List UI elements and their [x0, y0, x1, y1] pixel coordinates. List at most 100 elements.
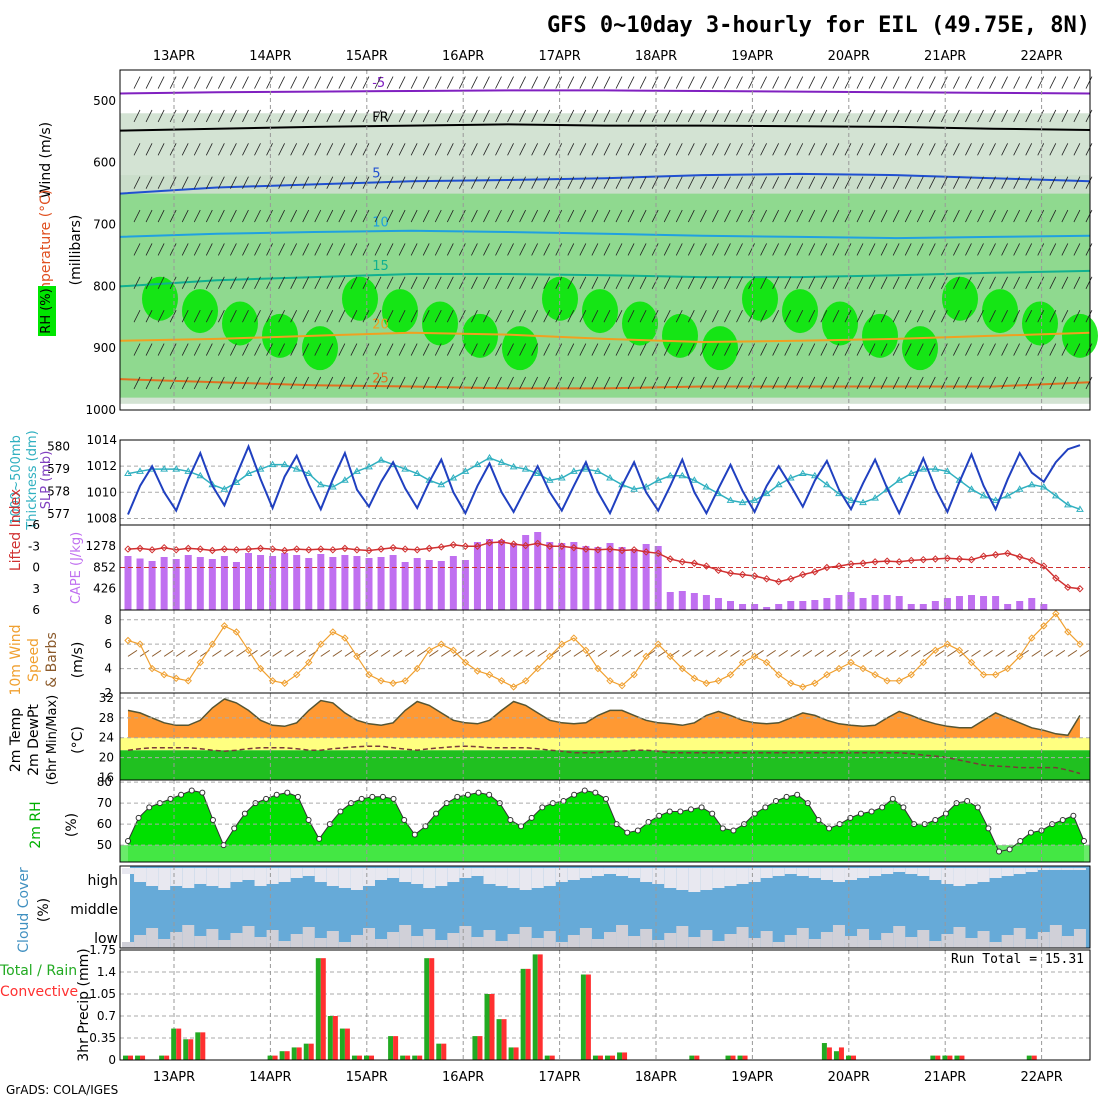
- wind10-marker: [799, 683, 807, 691]
- wind-barb: [422, 310, 430, 323]
- rh-high-patch: [502, 326, 538, 371]
- li-label: Lifted Index: [8, 489, 24, 571]
- wind-barb: [880, 176, 888, 189]
- wind-barb: [495, 109, 502, 123]
- wind-barb: [868, 209, 876, 223]
- li-marker: [835, 562, 843, 570]
- cloud-low-block: [495, 941, 508, 948]
- precip-conv-bar: [513, 1047, 519, 1060]
- wind-barb: [446, 376, 454, 390]
- wind-barb: [145, 243, 153, 256]
- wind-barb: [362, 276, 370, 290]
- cloud-high-block: [230, 868, 243, 882]
- wind-barb: [362, 376, 370, 390]
- slp-tick: 1012: [86, 459, 117, 473]
- wind10-barb: [465, 649, 475, 657]
- wind-barb: [205, 109, 213, 123]
- cloud-high-block: [857, 868, 870, 878]
- wind-barb: [748, 376, 755, 390]
- wind-barb: [410, 376, 418, 390]
- wind-barb: [916, 343, 924, 356]
- xsec-ground: [120, 403, 1090, 410]
- wind-barb: [266, 376, 273, 390]
- wind10-marker: [305, 658, 313, 667]
- wind-barb: [326, 76, 334, 89]
- xsec-ylabel: (millibars): [68, 215, 84, 286]
- li-marker: [1003, 549, 1012, 558]
- wind10-marker: [533, 664, 542, 673]
- wind-barb: [651, 243, 659, 256]
- thickness-marker: [256, 465, 265, 472]
- wind-barb: [663, 343, 671, 356]
- thickness-marker: [606, 474, 614, 481]
- wind-barb: [350, 376, 358, 390]
- wind-barb: [266, 143, 273, 156]
- wind-barb: [446, 143, 454, 156]
- rh2m-marker: [241, 810, 248, 817]
- wind-barb: [1013, 276, 1021, 290]
- cape-bar: [714, 598, 722, 610]
- thickness-marker: [786, 474, 795, 481]
- wind-barb: [712, 76, 719, 89]
- rh-high-patch: [1022, 301, 1058, 346]
- rh2m-marker: [263, 795, 270, 802]
- thickness-label-2: Thickness (dm): [25, 430, 40, 530]
- wind10-barb: [826, 649, 837, 657]
- cape-bar: [594, 547, 602, 610]
- wind-barb: [495, 243, 502, 256]
- wind10-marker: [160, 670, 168, 679]
- wind-barb: [820, 109, 828, 123]
- wind-barb: [856, 109, 864, 123]
- wind-barb: [193, 310, 201, 323]
- wind-barb: [639, 276, 647, 290]
- cape-bar: [245, 553, 252, 610]
- rh2m-marker: [783, 793, 790, 800]
- cloud-low-block: [857, 929, 870, 948]
- wind10-barb: [838, 649, 849, 657]
- wind-barb: [205, 310, 213, 323]
- rh2m-tick: 50: [97, 838, 112, 852]
- wind-barb: [965, 243, 972, 256]
- li-marker: [678, 558, 687, 566]
- rh2m-marker: [528, 814, 535, 821]
- isotherm-label: 20: [372, 318, 389, 333]
- wind-barb: [977, 343, 984, 356]
- wind-barb: [278, 376, 285, 390]
- wind-barb: [1073, 276, 1081, 290]
- cloud-high-block: [519, 868, 532, 890]
- wind-barb: [615, 176, 623, 189]
- cloud-low-block: [375, 939, 388, 948]
- wind-barb: [760, 276, 767, 290]
- wind-barb: [784, 376, 792, 390]
- wind10-marker: [509, 683, 518, 691]
- wind-barb: [157, 76, 165, 89]
- cape-bar: [413, 558, 421, 610]
- wind-barb: [579, 343, 587, 356]
- precip-conv-bar: [284, 1051, 290, 1060]
- cloud-high-block: [820, 868, 833, 880]
- wind-barb: [579, 109, 587, 123]
- cape-bar: [787, 601, 795, 610]
- wind-barb: [507, 276, 514, 290]
- cape-bar: [690, 593, 698, 610]
- wind-barb: [422, 243, 430, 256]
- rh2m-marker: [358, 795, 365, 802]
- wind-barb: [531, 243, 539, 256]
- thickness-marker: [461, 467, 470, 474]
- wind-barb: [687, 376, 695, 390]
- wind-barb: [1049, 343, 1057, 356]
- thickness-marker: [1051, 491, 1060, 499]
- wind-barb: [856, 76, 864, 89]
- wind-barb: [651, 276, 659, 290]
- wind10-marker: [1028, 634, 1036, 642]
- wind-barb: [169, 243, 177, 256]
- li-marker: [280, 546, 289, 555]
- wind-barb: [736, 176, 743, 189]
- wind10-barb: [573, 649, 584, 657]
- isotherm-FR: [119, 123, 1091, 132]
- li-marker: [1052, 574, 1060, 582]
- cloud-high-block: [314, 868, 327, 882]
- cloud-low-block: [134, 935, 147, 948]
- wind10-marker: [907, 670, 915, 679]
- wind10-marker: [582, 646, 590, 654]
